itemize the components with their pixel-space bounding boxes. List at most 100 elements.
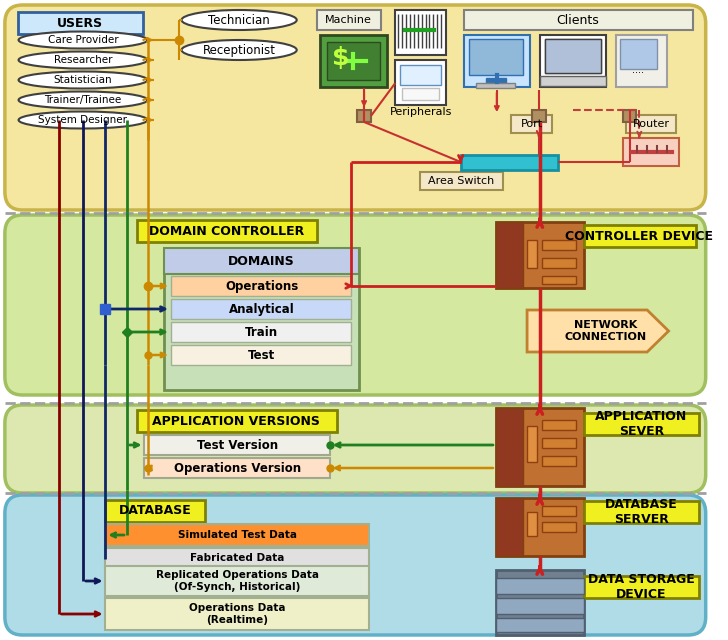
Bar bbox=[395, 60, 446, 105]
Bar bbox=[496, 498, 584, 556]
Bar bbox=[496, 408, 584, 486]
Bar bbox=[622, 110, 636, 122]
Text: Simulated Test Data: Simulated Test Data bbox=[178, 530, 297, 540]
Bar bbox=[496, 578, 584, 594]
Ellipse shape bbox=[181, 40, 297, 60]
Bar bbox=[164, 248, 359, 274]
Text: Statistician: Statistician bbox=[54, 75, 112, 85]
Bar bbox=[464, 10, 693, 30]
Bar bbox=[395, 10, 446, 55]
Bar bbox=[527, 512, 537, 536]
Text: Operations Data
(Realtime): Operations Data (Realtime) bbox=[189, 603, 285, 625]
Bar bbox=[542, 506, 576, 516]
Ellipse shape bbox=[18, 31, 147, 49]
Text: ....: .... bbox=[633, 65, 644, 75]
Bar bbox=[542, 522, 576, 532]
Bar bbox=[420, 172, 502, 190]
Bar bbox=[532, 110, 545, 122]
Text: Test: Test bbox=[248, 349, 275, 362]
Bar bbox=[542, 438, 576, 448]
Text: $: $ bbox=[332, 46, 349, 70]
Text: Operations: Operations bbox=[225, 280, 298, 292]
Bar bbox=[542, 276, 576, 284]
Text: DOMAINS: DOMAINS bbox=[228, 255, 295, 268]
Bar bbox=[539, 35, 606, 87]
Bar bbox=[164, 248, 359, 390]
Ellipse shape bbox=[181, 10, 297, 30]
Text: APPLICATION
SEVER: APPLICATION SEVER bbox=[596, 410, 687, 438]
Bar bbox=[357, 110, 371, 122]
Text: Router: Router bbox=[633, 119, 670, 129]
Bar bbox=[542, 420, 576, 430]
Ellipse shape bbox=[18, 72, 147, 88]
Bar bbox=[542, 258, 576, 268]
Text: CONTROLLER DEVICE: CONTROLLER DEVICE bbox=[566, 230, 713, 243]
Bar bbox=[616, 35, 667, 87]
FancyBboxPatch shape bbox=[5, 405, 705, 493]
Text: Care Provider: Care Provider bbox=[47, 35, 118, 45]
Bar bbox=[106, 566, 369, 596]
Bar bbox=[106, 598, 369, 630]
Text: Peripherals: Peripherals bbox=[389, 107, 452, 117]
Text: Operations Version: Operations Version bbox=[173, 461, 301, 474]
Bar bbox=[545, 39, 601, 73]
Bar bbox=[584, 576, 699, 598]
Text: Machine: Machine bbox=[325, 15, 372, 25]
Bar bbox=[584, 225, 696, 247]
Text: Researcher: Researcher bbox=[54, 55, 112, 65]
Ellipse shape bbox=[18, 92, 147, 109]
Text: Replicated Operations Data
(Of-Synch, Historical): Replicated Operations Data (Of-Synch, Hi… bbox=[156, 570, 319, 592]
Bar bbox=[106, 524, 369, 546]
Text: Fabricated Data: Fabricated Data bbox=[190, 553, 285, 563]
Text: Analytical: Analytical bbox=[229, 303, 294, 316]
Bar bbox=[137, 220, 317, 242]
Bar bbox=[545, 39, 601, 73]
Text: Clients: Clients bbox=[556, 13, 599, 26]
Bar bbox=[17, 12, 143, 34]
Bar bbox=[496, 408, 523, 486]
Text: Trainer/Trainee: Trainer/Trainee bbox=[44, 95, 122, 105]
Text: Train: Train bbox=[245, 326, 278, 339]
Text: DATABASE
SERVER: DATABASE SERVER bbox=[605, 498, 678, 526]
Bar bbox=[486, 78, 506, 84]
Bar bbox=[527, 426, 537, 462]
Bar bbox=[496, 222, 584, 288]
Bar bbox=[527, 240, 537, 268]
Text: Receptionist: Receptionist bbox=[202, 44, 276, 56]
Bar bbox=[476, 83, 515, 88]
Text: NETWORK
CONNECTION: NETWORK CONNECTION bbox=[564, 320, 646, 342]
Text: DOMAIN CONTROLLER: DOMAIN CONTROLLER bbox=[149, 225, 304, 237]
Ellipse shape bbox=[18, 51, 147, 68]
Bar bbox=[106, 500, 205, 522]
Bar bbox=[320, 35, 387, 87]
Bar bbox=[496, 570, 584, 635]
FancyBboxPatch shape bbox=[5, 215, 705, 395]
Bar bbox=[512, 115, 553, 133]
Bar bbox=[496, 498, 523, 556]
Bar bbox=[496, 598, 584, 614]
Bar bbox=[625, 115, 676, 133]
Text: APPLICATION VERSIONS: APPLICATION VERSIONS bbox=[152, 415, 320, 428]
Bar bbox=[317, 10, 381, 30]
FancyBboxPatch shape bbox=[5, 5, 705, 210]
Bar bbox=[144, 435, 330, 455]
Bar bbox=[464, 35, 530, 87]
Bar bbox=[106, 548, 369, 568]
Text: Technician: Technician bbox=[208, 13, 270, 26]
Bar bbox=[542, 240, 576, 250]
Bar bbox=[327, 42, 380, 80]
Bar bbox=[542, 456, 576, 466]
Bar bbox=[400, 65, 441, 85]
Bar bbox=[584, 501, 699, 523]
Bar bbox=[461, 155, 558, 170]
Text: Port: Port bbox=[521, 119, 543, 129]
Polygon shape bbox=[527, 310, 668, 352]
Bar bbox=[171, 276, 352, 296]
Bar bbox=[171, 299, 352, 319]
Bar bbox=[584, 413, 699, 435]
Bar bbox=[539, 76, 606, 86]
Bar bbox=[144, 458, 330, 478]
Bar bbox=[469, 39, 523, 75]
Text: Test Version: Test Version bbox=[197, 438, 278, 451]
Ellipse shape bbox=[18, 111, 147, 129]
